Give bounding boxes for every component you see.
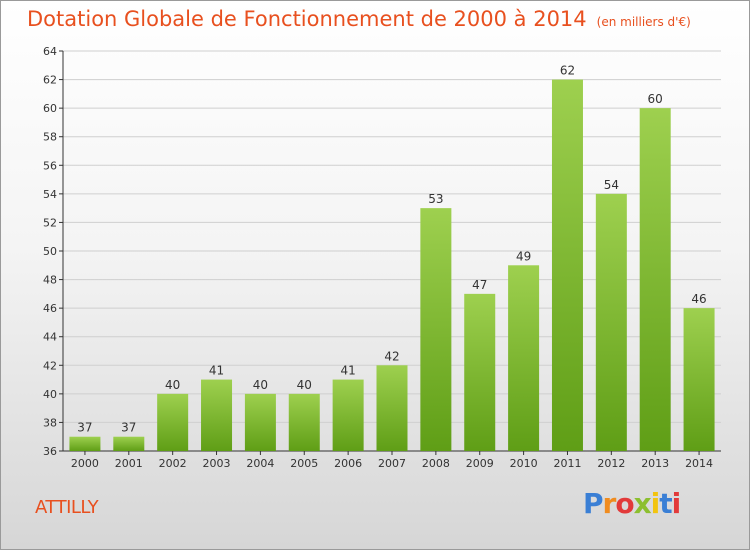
bar (595, 193, 627, 451)
logo-letter: t (659, 487, 672, 520)
y-tick-label: 40 (43, 388, 57, 401)
data-label: 53 (428, 192, 443, 206)
y-tick-label: 58 (43, 131, 57, 144)
bar (113, 436, 145, 451)
y-tick-label: 46 (43, 302, 57, 315)
logo-letter: r (602, 487, 617, 520)
y-tick-label: 60 (43, 102, 57, 115)
x-tick-label: 2005 (290, 457, 318, 470)
y-tick-label: 36 (43, 445, 57, 458)
data-label: 47 (472, 278, 487, 292)
data-label: 41 (209, 364, 224, 378)
data-label: 40 (253, 378, 268, 392)
y-tick-label: 52 (43, 216, 57, 229)
x-tick-label: 2003 (203, 457, 231, 470)
bar (508, 265, 540, 451)
proxiti-logo: Proxiti (583, 487, 682, 523)
chart-title: Dotation Globale de Fonctionnement de 20… (27, 7, 691, 31)
bar (244, 393, 276, 451)
x-tick-label: 2000 (71, 457, 99, 470)
logo-letter: o (615, 487, 634, 520)
logo-letter: i (671, 487, 682, 520)
y-tick-label: 64 (43, 45, 57, 58)
logo-letter: x (633, 487, 652, 520)
y-tick-label: 62 (43, 74, 57, 87)
bar (683, 308, 715, 451)
data-label: 37 (121, 421, 136, 435)
bar (157, 393, 189, 451)
y-tick-label: 38 (43, 416, 57, 429)
data-label: 41 (340, 364, 355, 378)
x-tick-label: 2010 (510, 457, 538, 470)
y-tick-label: 42 (43, 359, 57, 372)
bar (288, 393, 320, 451)
bar (201, 379, 233, 451)
data-label: 40 (297, 378, 312, 392)
data-label: 49 (516, 249, 531, 263)
logo-letter: i (650, 487, 661, 520)
data-label: 46 (691, 292, 706, 306)
logo-letter: P (583, 487, 604, 520)
x-tick-label: 2009 (466, 457, 494, 470)
bar (464, 293, 496, 451)
x-tick-label: 2007 (378, 457, 406, 470)
chart-subtitle: (en milliers d'€) (596, 15, 691, 29)
bar (69, 436, 101, 451)
y-tick-label: 50 (43, 245, 57, 258)
y-tick-label: 48 (43, 274, 57, 287)
x-tick-label: 2012 (597, 457, 625, 470)
commune-name: ATTILLY (35, 497, 99, 518)
y-tick-label: 44 (43, 331, 57, 344)
x-tick-label: 2013 (641, 457, 669, 470)
x-tick-label: 2006 (334, 457, 362, 470)
bar (639, 108, 671, 452)
data-label: 60 (648, 92, 663, 106)
bar (420, 208, 452, 451)
x-tick-label: 2002 (159, 457, 187, 470)
bar (332, 379, 364, 451)
data-label: 37 (77, 421, 92, 435)
x-tick-label: 2004 (246, 457, 274, 470)
data-label: 40 (165, 378, 180, 392)
data-label: 62 (560, 64, 575, 78)
x-tick-label: 2014 (685, 457, 713, 470)
bar (376, 365, 408, 451)
x-tick-label: 2001 (115, 457, 143, 470)
y-tick-label: 56 (43, 159, 57, 172)
data-label: 54 (604, 178, 619, 192)
data-label: 42 (384, 349, 399, 363)
x-tick-label: 2008 (422, 457, 450, 470)
x-tick-label: 2011 (553, 457, 581, 470)
bar (551, 79, 583, 452)
y-tick-label: 54 (43, 188, 57, 201)
